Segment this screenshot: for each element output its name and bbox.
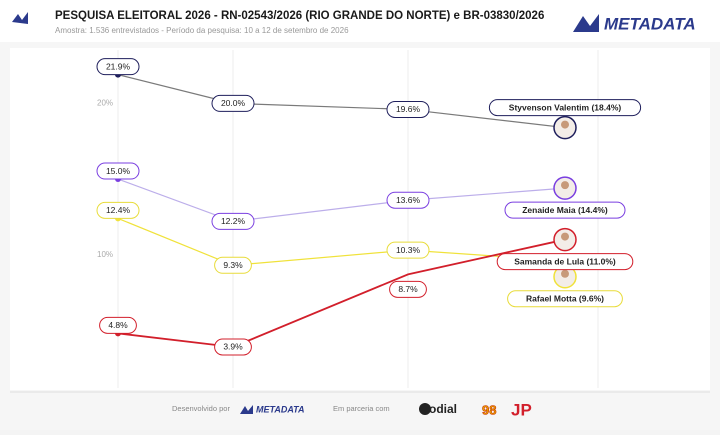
footer-logo-icon — [240, 405, 253, 414]
y-tick-label: 20% — [97, 99, 113, 108]
label-pill — [211, 212, 255, 230]
data-label: Rafael Motta (9.6%) — [526, 293, 604, 303]
data-label: Samanda de Lula (11.0%) — [514, 256, 616, 266]
avatar-head — [561, 269, 569, 278]
label-pill — [96, 201, 140, 219]
brand-icon — [573, 14, 599, 32]
data-label: 13.6% — [396, 195, 421, 205]
label-pill — [488, 99, 642, 117]
subtitle: Amostra: 1.536 entrevistados - Período d… — [55, 26, 349, 35]
label-pill — [507, 290, 623, 308]
footer-partner: Em parceria com — [333, 404, 390, 413]
data-label: 19.6% — [396, 104, 421, 114]
label-pill — [386, 100, 430, 118]
label-pill — [96, 162, 140, 180]
label-pill — [386, 191, 430, 209]
label-pill — [386, 241, 430, 259]
data-label: 12.4% — [106, 205, 131, 215]
footer-dev: Desenvolvido por — [172, 404, 230, 413]
data-label: 9.3% — [223, 260, 243, 270]
header-bg — [0, 0, 720, 42]
data-label: 15.0% — [106, 166, 131, 176]
badge-98: 98 — [482, 402, 496, 417]
label-pill — [96, 58, 140, 76]
label-pill — [214, 256, 252, 274]
data-label: 4.8% — [108, 320, 128, 330]
label-pill — [496, 253, 634, 271]
series-line — [117, 238, 566, 348]
series-line — [117, 178, 566, 223]
footer-logo: METADATA — [256, 404, 305, 414]
data-label: 12.2% — [221, 216, 246, 226]
avatar-head — [561, 120, 569, 129]
y-tick-label: 10% — [97, 250, 113, 259]
partner-name: odial — [429, 402, 457, 416]
partner-dot — [419, 403, 431, 415]
label-pill — [214, 338, 252, 356]
logo-icon — [12, 12, 28, 24]
brand: METADATA — [604, 14, 696, 33]
data-label: 10.3% — [396, 245, 421, 255]
series-line — [117, 74, 566, 129]
data-label: 21.9% — [106, 61, 131, 71]
badge-jp: JP — [511, 400, 532, 419]
data-label: Zenaide Maia (14.4%) — [522, 205, 608, 215]
plot: 10% 20% 21.9% 20.0% 19.6% Styvenson Valentim … — [96, 50, 642, 388]
label-pill — [389, 280, 427, 298]
title: PESQUISA ELEITORAL 2026 - RN-02543/2026 … — [55, 10, 544, 22]
label-pill — [99, 316, 137, 334]
label-pill — [211, 94, 255, 112]
data-label: 20.0% — [221, 98, 246, 108]
data-label: 3.9% — [223, 342, 243, 352]
data-label: Styvenson Valentim (18.4%) — [509, 102, 622, 112]
avatar-head — [561, 181, 569, 190]
avatar-head — [561, 232, 569, 241]
series-line — [117, 217, 566, 266]
label-pill — [504, 201, 626, 219]
data-label: 8.7% — [398, 284, 418, 294]
